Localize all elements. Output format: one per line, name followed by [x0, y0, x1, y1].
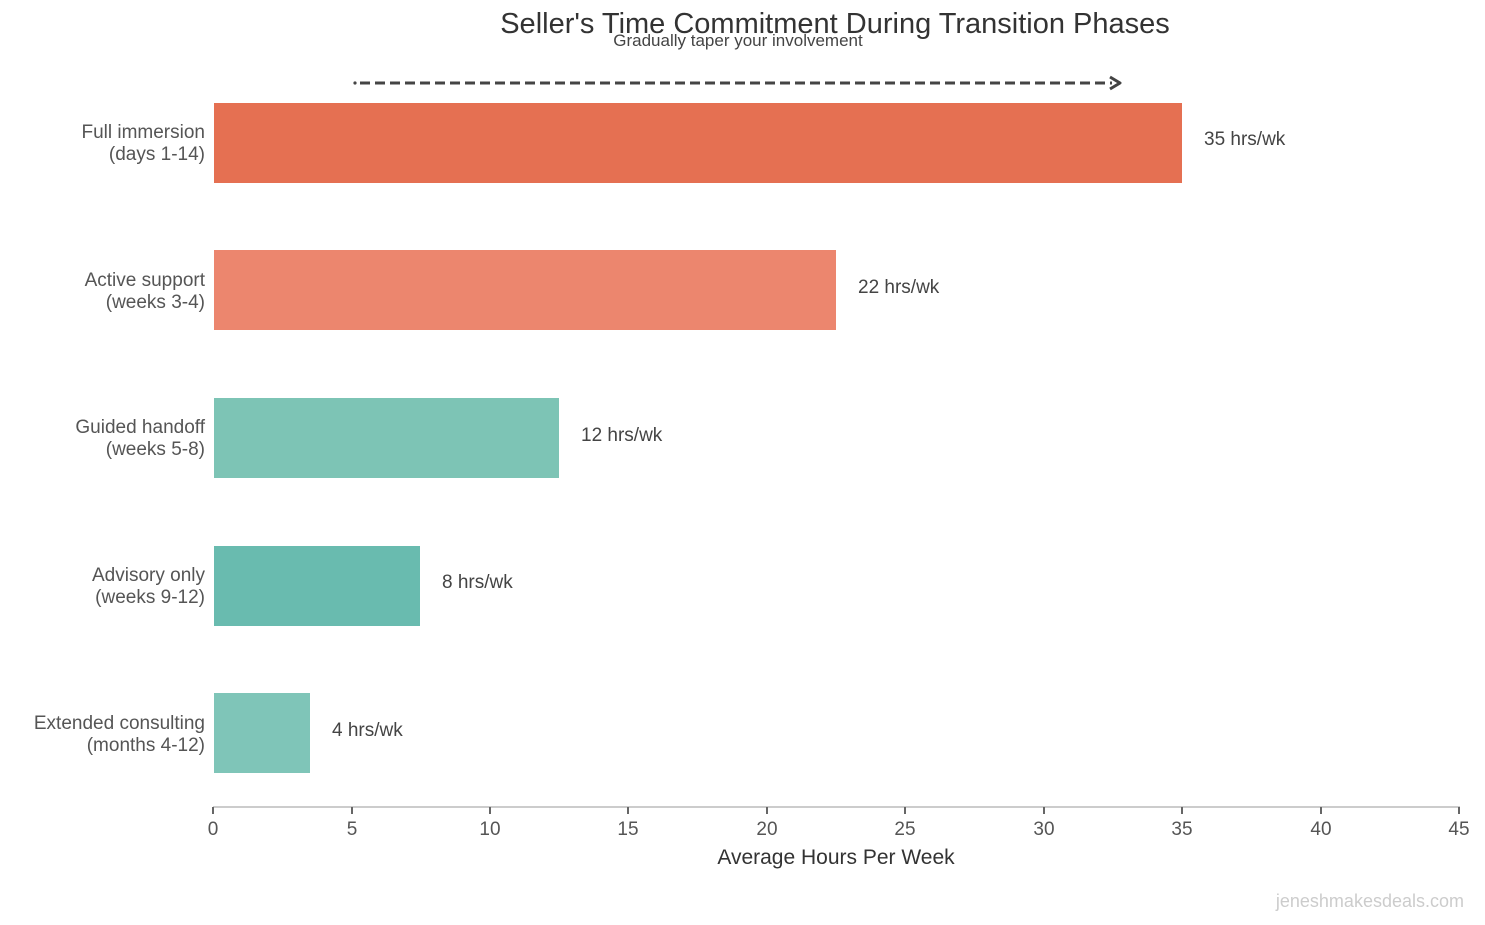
bar-full-immersion	[213, 102, 1183, 184]
x-tick	[1458, 807, 1460, 814]
y-label-line2: (months 4-12)	[86, 735, 205, 756]
y-label-line1: Active support	[84, 270, 205, 291]
x-tick-label: 35	[1171, 819, 1193, 840]
y-label-full-immersion: Full immersion (days 1-14)	[81, 122, 205, 166]
bar-active-support	[213, 249, 837, 331]
x-tick	[1043, 807, 1045, 814]
x-tick-label: 40	[1310, 819, 1332, 840]
chart-title: Seller's Time Commitment During Transiti…	[500, 8, 1170, 40]
value-label-full-immersion: 35 hrs/wk	[1204, 129, 1286, 150]
x-tick	[627, 807, 629, 814]
y-label-line1: Guided handoff	[75, 417, 205, 438]
y-label-line2: (weeks 3-4)	[105, 292, 205, 313]
y-label-guided-handoff: Guided handoff (weeks 5-8)	[75, 417, 205, 461]
value-label-extended-consulting: 4 hrs/wk	[332, 720, 403, 741]
watermark: jeneshmakesdeals.com	[1275, 891, 1464, 911]
x-tick	[1320, 807, 1322, 814]
chart-subtitle: Gradually taper your involvement	[613, 31, 863, 50]
y-label-extended-consulting: Extended consulting (months 4-12)	[34, 713, 205, 757]
y-label-line2: (weeks 5-8)	[105, 439, 205, 460]
x-axis-title: Average Hours Per Week	[717, 846, 955, 869]
bar-advisory-only	[213, 545, 421, 627]
value-label-guided-handoff: 12 hrs/wk	[581, 425, 663, 446]
y-label-line2: (days 1-14)	[108, 144, 205, 165]
x-tick-label: 0	[207, 819, 219, 840]
x-tick-label: 25	[894, 819, 916, 840]
y-label-advisory-only: Advisory only (weeks 9-12)	[92, 565, 205, 609]
y-label-line1: Full immersion	[81, 122, 205, 143]
x-tick	[351, 807, 353, 814]
x-tick-label: 5	[346, 819, 358, 840]
y-label-line1: Extended consulting	[33, 713, 205, 734]
x-tick	[489, 807, 491, 814]
taper-arrow-icon	[353, 75, 1122, 91]
bar-guided-handoff	[213, 397, 560, 479]
bar-extended-consulting	[213, 692, 311, 774]
x-tick-label: 20	[756, 819, 778, 840]
y-label-line2: (weeks 9-12)	[95, 587, 205, 608]
value-label-advisory-only: 8 hrs/wk	[442, 572, 513, 593]
x-tick	[212, 807, 214, 814]
y-label-line1: Advisory only	[92, 565, 205, 586]
x-tick	[1181, 807, 1183, 814]
x-tick	[904, 807, 906, 814]
x-tick-label: 30	[1033, 819, 1055, 840]
x-tick-label: 15	[617, 819, 639, 840]
y-label-active-support: Active support (weeks 3-4)	[85, 270, 205, 314]
value-label-active-support: 22 hrs/wk	[858, 277, 940, 298]
x-tick-label: 10	[479, 819, 501, 840]
x-axis-line	[213, 806, 1460, 808]
x-tick-label: 45	[1448, 819, 1470, 840]
x-tick	[766, 807, 768, 814]
